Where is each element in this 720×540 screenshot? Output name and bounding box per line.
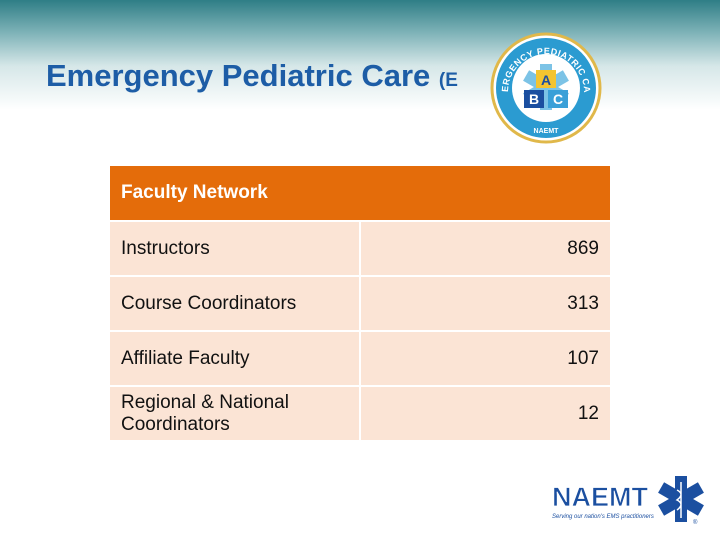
row-value: 869 <box>359 220 610 276</box>
row-value: 313 <box>359 275 610 331</box>
row-label: Regional & National Coordinators <box>110 385 360 440</box>
epc-logo: EMERGENCY PEDIATRIC CARE NAEMT A B C <box>490 32 602 144</box>
slide-title: Emergency Pediatric Care (E <box>46 58 458 94</box>
table-row: Affiliate Faculty 107 <box>110 330 610 386</box>
naemt-star-of-life-icon <box>658 476 704 522</box>
block-a-label: A <box>541 72 551 88</box>
row-value: 12 <box>359 385 610 440</box>
row-label: Course Coordinators <box>110 275 360 331</box>
row-label: Affiliate Faculty <box>110 330 360 386</box>
row-label: Instructors <box>110 220 360 276</box>
faculty-network-table: Faculty Network Instructors 869 Course C… <box>110 166 610 440</box>
naemt-wordmark: NAEMT <box>552 482 648 512</box>
slide-title-tag: (E <box>438 70 458 91</box>
table-row: Course Coordinators 313 <box>110 275 610 331</box>
table-row: Instructors 869 <box>110 220 610 276</box>
naemt-logo: NAEMT Serving our nation's EMS practitio… <box>552 476 704 526</box>
table-row: Regional & National Coordinators 12 <box>110 385 610 440</box>
table-header-row: Faculty Network <box>110 166 610 222</box>
abc-blocks: A B C <box>524 70 568 108</box>
naemt-tagline: Serving our nation's EMS practitioners <box>552 514 654 520</box>
registered-mark: ® <box>693 519 698 526</box>
epc-logo-bottom-text: NAEMT <box>534 128 560 135</box>
row-value: 107 <box>359 330 610 386</box>
table-header: Faculty Network <box>110 166 610 222</box>
slide-title-text: Emergency Pediatric Care <box>46 58 431 93</box>
block-b-label: B <box>529 91 539 107</box>
block-c-label: C <box>553 91 563 107</box>
